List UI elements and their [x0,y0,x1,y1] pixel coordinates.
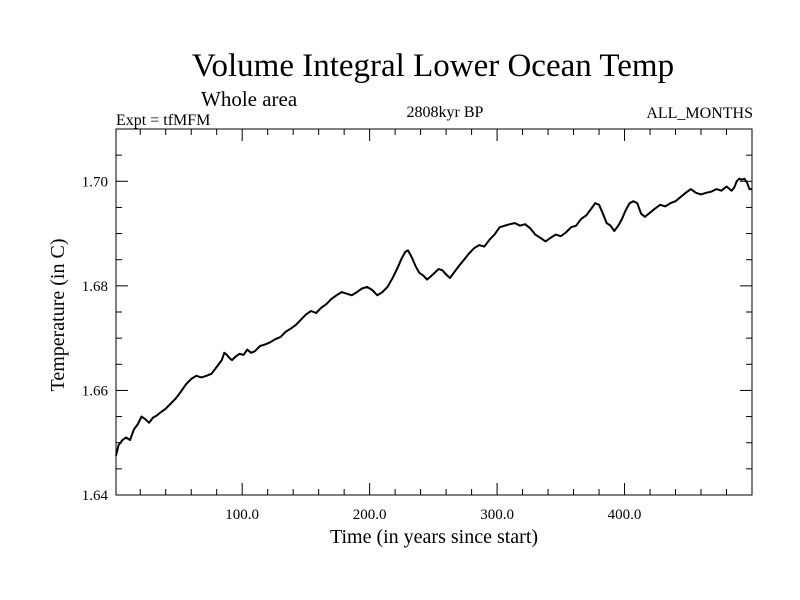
x-axis-label: Time (in years since start) [329,526,539,548]
months-label: ALL_MONTHS [646,105,753,122]
y-tick-label: 1.66 [82,383,109,399]
y-tick-label: 1.70 [82,174,108,190]
axis-ticks [116,128,753,496]
chart-title: Volume Integral Lower Ocean Temp [191,48,675,84]
x-tick-label: 300.0 [480,507,514,523]
x-tick-label: 400.0 [608,507,642,523]
period-label: 2808kyr BP [406,104,484,121]
tick-labels: 100.0 200.0 300.0 400.0 1.64 1.66 1.68 1.70 [82,174,642,523]
x-tick-label: 100.0 [225,507,259,523]
x-tick-label: 200.0 [353,507,387,523]
experiment-label: Expt = tfMFM [116,112,211,129]
chart-subtitle: Whole area [201,87,298,111]
y-tick-label: 1.64 [82,488,109,504]
y-tick-label: 1.68 [82,279,108,295]
temperature-series-line [115,177,752,457]
plot-frame [115,128,753,496]
